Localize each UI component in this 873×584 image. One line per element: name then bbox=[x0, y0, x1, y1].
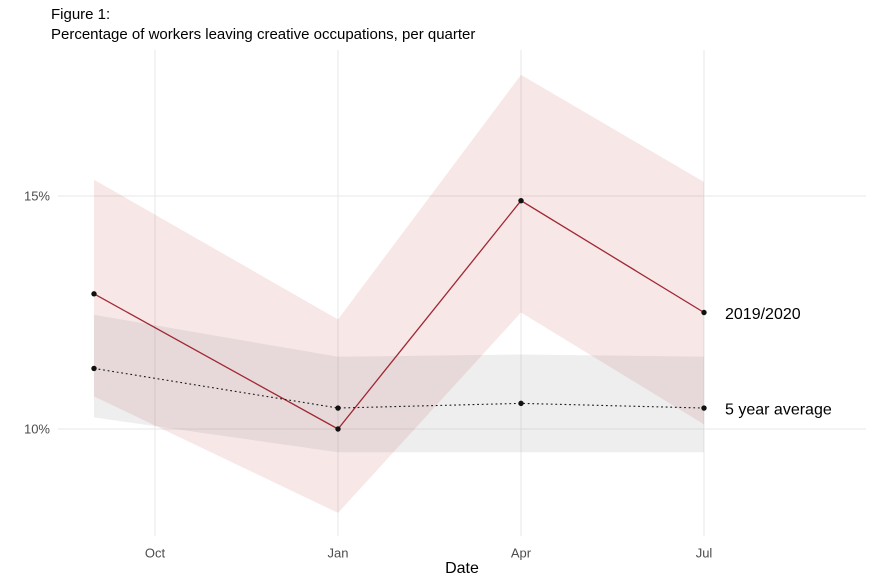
x-tick-label-Jul: Jul bbox=[696, 546, 713, 561]
figure-title-line1: Figure 1: bbox=[51, 6, 111, 23]
figure-title-line2: Percentage of workers leaving creative o… bbox=[51, 26, 476, 43]
data-point-5-year-average-1 bbox=[335, 405, 341, 411]
data-point-5-year-average-2 bbox=[518, 400, 524, 407]
x-tick-label-Jan: Jan bbox=[328, 546, 349, 561]
data-point-2019-2020-2 bbox=[518, 197, 524, 204]
data-point-2019-2020-1 bbox=[335, 426, 341, 432]
x-axis-title: Date bbox=[445, 560, 479, 577]
confidence-band-2019-2020 bbox=[94, 74, 704, 513]
figure-title: Figure 1: Percentage of workers leaving … bbox=[51, 5, 475, 45]
data-point-2019-2020-0 bbox=[91, 291, 97, 297]
data-point-5-year-average-3 bbox=[701, 405, 707, 411]
y-tick-label-10%: 10% bbox=[24, 422, 50, 437]
series-label-5-year-average: 5 year average bbox=[725, 402, 832, 419]
x-tick-label-Apr: Apr bbox=[511, 546, 532, 561]
y-tick-label-15%: 15% bbox=[24, 189, 50, 204]
x-tick-label-Oct: Oct bbox=[145, 546, 166, 561]
confidence-band-5-year-average bbox=[94, 314, 704, 453]
series-line-2019-2020 bbox=[93, 199, 705, 430]
data-point-5-year-average-0 bbox=[91, 365, 97, 372]
series-label-2019-2020: 2019/2020 bbox=[725, 306, 801, 323]
data-point-2019-2020-3 bbox=[701, 309, 707, 316]
